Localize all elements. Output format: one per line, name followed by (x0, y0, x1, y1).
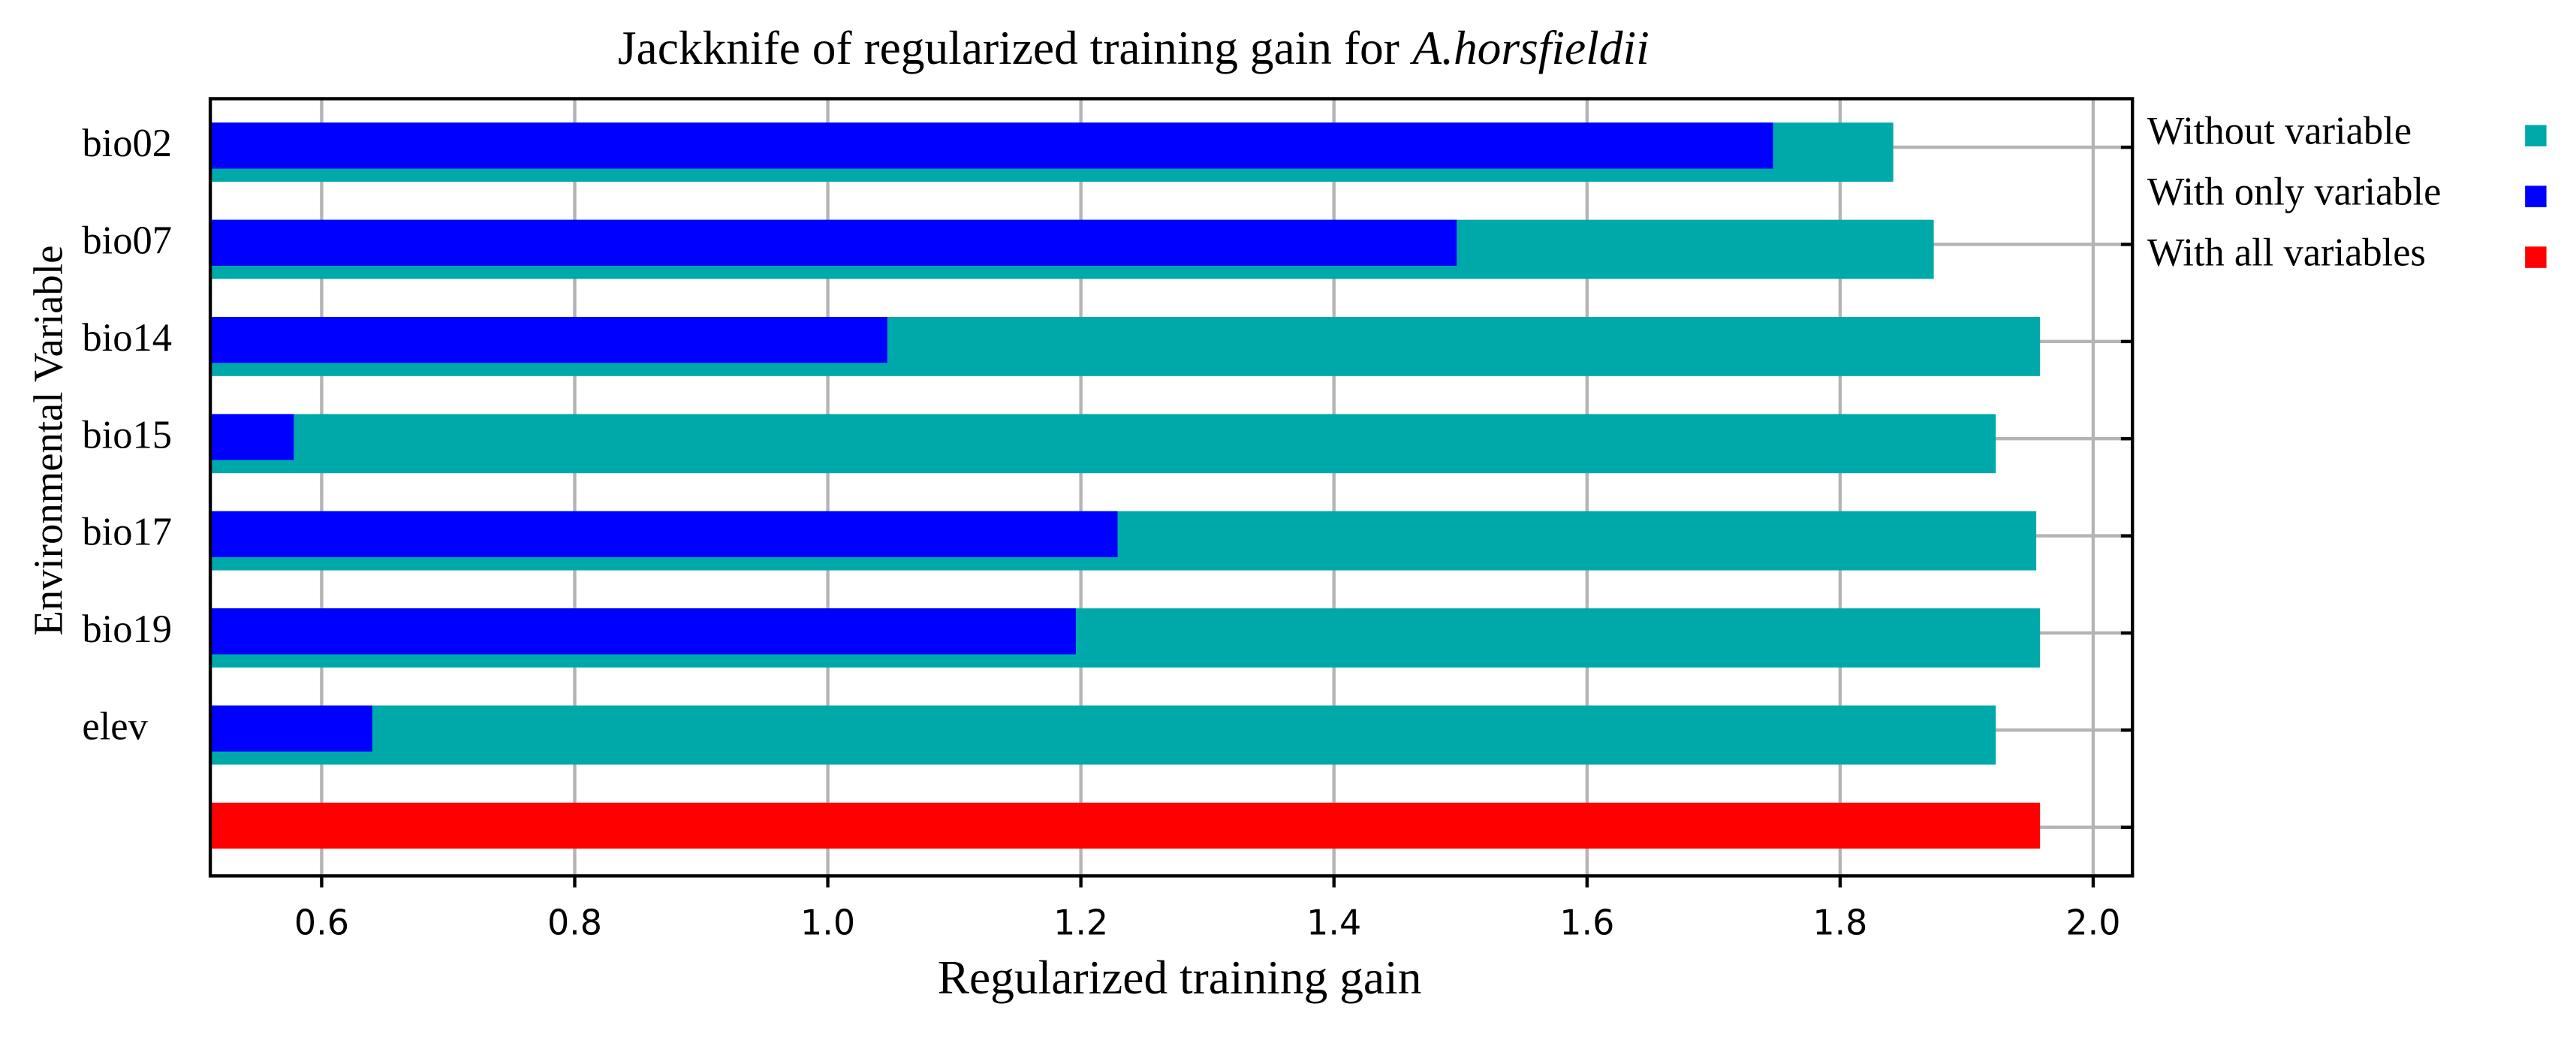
bar (210, 705, 372, 752)
y-tick-label: bio02 (82, 122, 172, 165)
bar (210, 511, 1118, 558)
bar (210, 219, 1457, 266)
y-axis-label: Environmental Variable (26, 246, 71, 636)
bar (210, 414, 294, 460)
legend-swatch (2525, 246, 2547, 268)
x-tick-label: 1.8 (1812, 903, 1867, 943)
bar (210, 705, 1996, 765)
title-text: Jackknife of regularized training gain f… (618, 21, 1399, 74)
title-species: A.horsfieldii (1409, 21, 1649, 74)
x-axis-label: Regularized training gain (938, 951, 1422, 1004)
bar (210, 608, 1076, 655)
y-tick-label: bio14 (82, 316, 172, 360)
legend-label: Without variable (2147, 110, 2412, 153)
legend-label: With all variables (2147, 231, 2426, 275)
y-tick-label: bio17 (82, 511, 172, 554)
x-tick-label: 0.8 (547, 903, 602, 943)
y-tick-label: bio19 (82, 607, 172, 651)
plot-frame (208, 97, 2135, 878)
x-tick-label: 0.6 (294, 903, 349, 943)
x-tick-label: 2.0 (2065, 903, 2120, 943)
chart-title: Jackknife of regularized training gain f… (618, 21, 1650, 74)
bar (210, 802, 2041, 849)
x-tick-label: 1.2 (1053, 903, 1108, 943)
x-tick-label: 1.4 (1306, 903, 1361, 943)
legend-label: With only variable (2147, 170, 2442, 214)
x-tick-label: 1.0 (800, 903, 855, 943)
y-tick-label: elev (82, 704, 148, 748)
legend-swatch (2525, 185, 2547, 207)
bar (210, 122, 1773, 169)
x-tick-label: 1.6 (1559, 903, 1614, 943)
y-tick-label: bio15 (82, 413, 172, 457)
bar (210, 414, 1996, 474)
y-tick-label: bio07 (82, 219, 172, 263)
bar (210, 317, 887, 363)
legend-swatch (2525, 125, 2547, 146)
